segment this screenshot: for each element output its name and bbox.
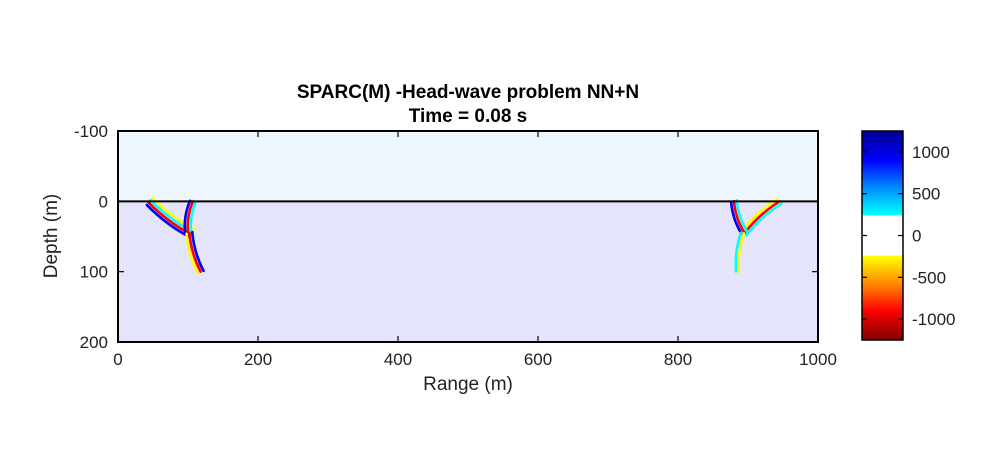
colorbar-tick-label: -1000 bbox=[912, 310, 955, 329]
chart-title: SPARC(M) -Head-wave problem NN+N bbox=[297, 82, 639, 103]
wavefront-band bbox=[737, 231, 746, 274]
wavefront-2 bbox=[183, 199, 198, 235]
y-tick-label: 0 bbox=[99, 192, 108, 211]
colorbar-tick-label: -500 bbox=[912, 268, 946, 287]
colorbar: 1000 500 0 -500 -1000 bbox=[861, 130, 955, 341]
plot-area bbox=[117, 130, 819, 343]
x-tick-label: 400 bbox=[384, 350, 412, 369]
wavefront-6 bbox=[734, 231, 746, 274]
wavefront-band bbox=[183, 199, 192, 234]
wavefront-band bbox=[188, 231, 202, 273]
x-tick-label: 800 bbox=[664, 350, 692, 369]
wavefront-band bbox=[185, 232, 200, 274]
colorbar-gradient bbox=[862, 131, 903, 340]
wavefront-3 bbox=[185, 230, 205, 274]
y-axis: -100 0 100 200 bbox=[74, 122, 818, 352]
wavefront-5 bbox=[729, 199, 749, 236]
wavefront-band bbox=[190, 230, 205, 273]
chart-subtitle: Time = 0.08 s bbox=[409, 106, 527, 127]
wavefront-band bbox=[734, 231, 743, 273]
x-axis-label: Range (m) bbox=[423, 374, 513, 395]
wavefront-band bbox=[729, 200, 743, 236]
lower-medium-region bbox=[118, 201, 818, 342]
x-tick-label: 200 bbox=[244, 350, 272, 369]
x-tick-label: 1000 bbox=[799, 350, 837, 369]
plot-frame bbox=[117, 130, 819, 343]
colorbar-tick-label: 500 bbox=[912, 185, 940, 204]
y-tick-label: -100 bbox=[74, 122, 108, 141]
wavefront-band bbox=[189, 200, 198, 235]
y-tick-label: 200 bbox=[80, 333, 108, 352]
x-axis: 0 200 400 600 800 1000 bbox=[113, 131, 837, 369]
upper-medium-region bbox=[118, 131, 818, 202]
y-axis-label: Depth (m) bbox=[41, 194, 62, 278]
y-tick-label: 100 bbox=[80, 263, 108, 282]
wavefront-band bbox=[145, 203, 191, 238]
colorbar-ticks: 1000 500 0 -500 -1000 bbox=[862, 143, 955, 329]
colorbar-tick-label: 1000 bbox=[912, 143, 950, 162]
wavefront-band bbox=[735, 199, 749, 234]
colorbar-tick-label: 0 bbox=[912, 227, 921, 246]
wavefield-layer bbox=[145, 196, 783, 274]
wavefront-band bbox=[186, 200, 195, 235]
wavefront-band bbox=[732, 200, 746, 235]
x-tick-label: 0 bbox=[113, 350, 122, 369]
x-tick-label: 600 bbox=[524, 350, 552, 369]
wavefront-band bbox=[745, 202, 783, 237]
